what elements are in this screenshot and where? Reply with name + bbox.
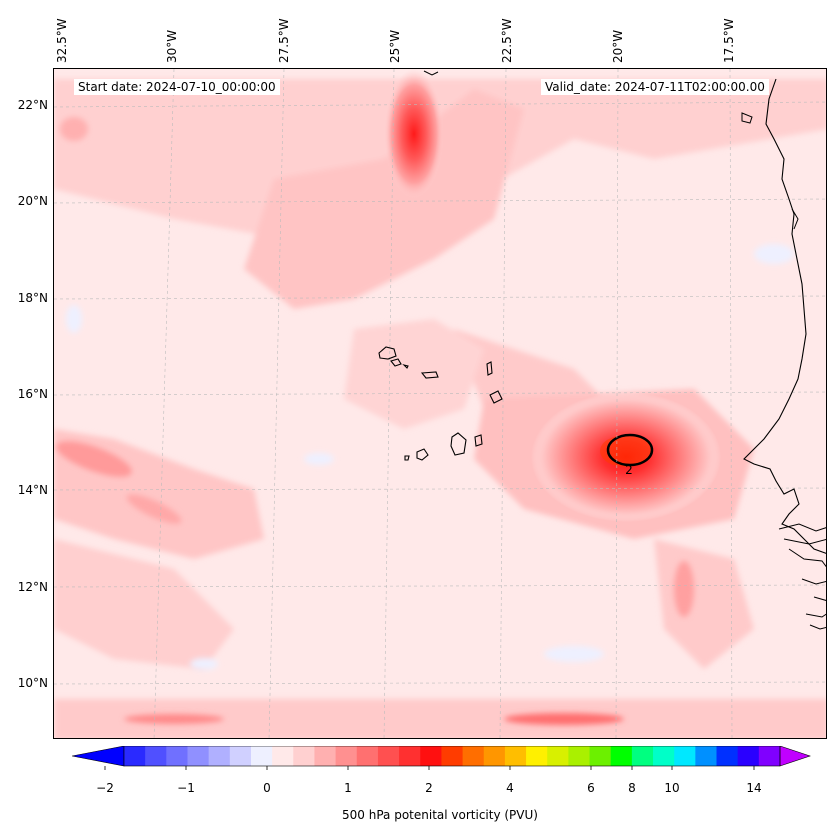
lat-label: 16°N <box>17 387 48 401</box>
start-date: Start date: 2024-07-10_00:00:00 <box>74 79 280 95</box>
west-africa-details <box>423 70 826 630</box>
colorbar-segment <box>399 746 421 766</box>
lat-label: 18°N <box>17 291 48 305</box>
african-coastline <box>743 78 826 554</box>
colorbar-segment <box>568 746 591 766</box>
colorbar-tick: −2 <box>96 781 114 795</box>
colorbar-segment <box>589 746 612 766</box>
colorbar-segment <box>145 746 167 766</box>
colorbar-segment <box>229 746 252 766</box>
colorbar-segment <box>610 746 633 766</box>
colorbar-segment <box>716 746 739 766</box>
colorbar-label: 500 hPa potenital vorticity (PVU) <box>342 808 538 822</box>
colorbar-segment <box>208 746 231 766</box>
colorbar-segment <box>737 746 760 766</box>
map-panel: 2 <box>53 68 827 739</box>
colorbar-tick: 1 <box>344 781 352 795</box>
colorbar-min-arrow <box>72 746 125 767</box>
graticule <box>54 69 826 738</box>
colorbar-segment <box>166 746 188 766</box>
valid-date: Valid_date: 2024-07-11T02:00:00.00 <box>541 79 769 95</box>
lon-label: 27.5°W <box>277 18 291 63</box>
colorbar-tick: −1 <box>177 781 195 795</box>
lon-label: 20°W <box>611 29 625 63</box>
colorbar-tick: 8 <box>628 781 636 795</box>
colorbar-segment <box>377 746 400 766</box>
colorbar-segment <box>335 746 358 766</box>
lon-label: 17.5°W <box>722 18 736 63</box>
colorbar-segment <box>272 746 294 766</box>
colorbar-segment <box>653 746 675 766</box>
colorbar-segment <box>462 746 485 766</box>
colorbar-tick: 4 <box>506 781 514 795</box>
colorbar-segment <box>526 746 548 766</box>
colorbar-tick: 0 <box>263 781 271 795</box>
colorbar-segment <box>547 746 569 766</box>
colorbar-segment <box>674 746 696 766</box>
colorbar-segment <box>631 746 654 766</box>
lon-label: 32.5°W <box>55 18 69 63</box>
colorbar <box>72 746 811 770</box>
contour-label: 2 <box>625 463 633 477</box>
lat-label: 22°N <box>17 98 48 112</box>
colorbar-tick: 14 <box>746 781 762 795</box>
colorbar-segment <box>250 746 273 766</box>
colorbar-segment <box>356 746 379 766</box>
colorbar-tick: 2 <box>425 781 433 795</box>
lon-label: 30°W <box>165 29 179 63</box>
colorbar-segment <box>314 746 337 766</box>
pv-streamer <box>384 69 444 199</box>
pv-light-band <box>54 79 826 738</box>
colorbar-segment <box>758 746 781 766</box>
lon-label: 22.5°W <box>500 18 514 63</box>
colorbar-segment <box>695 746 718 766</box>
lat-label: 12°N <box>17 580 48 594</box>
pv-2-contour <box>606 433 654 467</box>
pv-streaks <box>56 117 694 725</box>
pv-field-map: 2 <box>54 69 826 738</box>
colorbar-segment <box>441 746 464 766</box>
lat-label: 10°N <box>17 676 48 690</box>
colorbar-segment <box>293 746 315 766</box>
lat-label: 14°N <box>17 483 48 497</box>
pv-negative-patches <box>66 244 794 670</box>
lat-label: 20°N <box>17 194 48 208</box>
colorbar-tick: 6 <box>587 781 595 795</box>
colorbar-segment <box>187 746 210 766</box>
colorbar-tick: 10 <box>664 781 680 795</box>
colorbar-frame <box>123 746 781 767</box>
colorbar-segment <box>483 746 506 766</box>
colorbar-segment <box>420 746 442 766</box>
colorbar-segment <box>124 746 146 766</box>
colorbar-max-arrow <box>779 746 811 767</box>
lon-label: 25°W <box>388 29 402 63</box>
colorbar-segment <box>504 746 527 766</box>
cape-verde-islands <box>378 346 503 461</box>
